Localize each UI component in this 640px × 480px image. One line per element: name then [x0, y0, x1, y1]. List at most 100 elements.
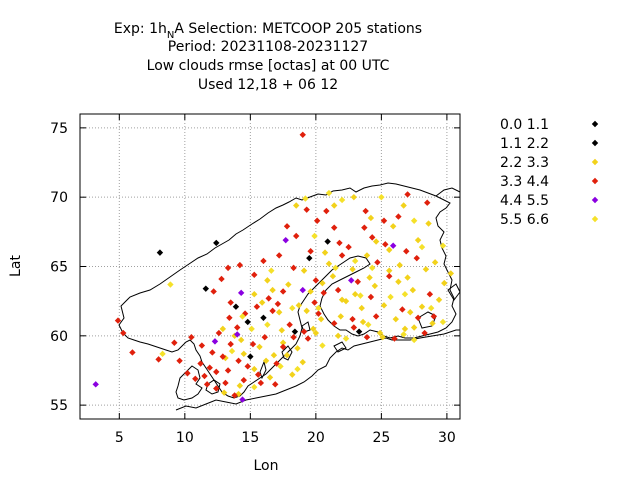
- station-point: [439, 318, 447, 326]
- x-tick-label: 15: [241, 430, 259, 446]
- station-point: [345, 243, 352, 251]
- station-point: [414, 236, 422, 244]
- station-point: [306, 254, 313, 262]
- station-point: [268, 267, 275, 274]
- station-point: [427, 304, 435, 312]
- station-point: [228, 347, 236, 355]
- station-point: [359, 318, 367, 326]
- station-point: [363, 252, 371, 259]
- y-tick-label: 55: [50, 398, 68, 414]
- station-point: [315, 304, 322, 312]
- station-point: [273, 360, 280, 367]
- station-point: [248, 325, 255, 333]
- station-point: [413, 254, 420, 262]
- station-point: [422, 266, 430, 273]
- station-point: [283, 223, 291, 230]
- station-points: [92, 131, 455, 403]
- station-point: [265, 295, 272, 302]
- station-point: [387, 293, 394, 301]
- station-point: [349, 266, 356, 273]
- coastline-map: [118, 182, 461, 411]
- station-point: [275, 309, 283, 316]
- station-point: [251, 271, 258, 279]
- station-point: [336, 239, 343, 247]
- x-axis-label: Lon: [254, 458, 279, 474]
- station-point: [331, 320, 338, 327]
- station-point: [350, 193, 358, 201]
- station-point: [240, 376, 247, 384]
- station-point: [209, 349, 216, 356]
- station-point: [213, 385, 220, 392]
- station-point: [441, 279, 448, 287]
- station-point: [294, 365, 301, 373]
- y-tick-label: 70: [50, 190, 68, 206]
- coastline-ladoga: [417, 311, 437, 329]
- station-point: [425, 220, 432, 227]
- station-point: [362, 207, 369, 215]
- station-point: [435, 296, 443, 303]
- station-point: [300, 328, 308, 335]
- station-point: [269, 307, 276, 315]
- station-point: [392, 315, 399, 323]
- station-point: [311, 299, 318, 306]
- station-point: [319, 342, 326, 349]
- station-point: [201, 372, 208, 380]
- station-point: [331, 224, 338, 231]
- station-point: [251, 291, 258, 298]
- station-point: [401, 325, 409, 333]
- station-point: [224, 264, 232, 272]
- station-point: [395, 278, 402, 285]
- y-axis-label: Lat: [8, 255, 24, 277]
- station-point: [302, 195, 309, 202]
- legend-marker: [591, 120, 599, 128]
- station-point: [410, 324, 418, 331]
- station-point: [290, 334, 297, 341]
- station-point: [299, 286, 306, 294]
- station-point: [325, 260, 333, 267]
- station-point: [253, 303, 261, 310]
- legend-marker: [591, 215, 599, 223]
- station-point: [404, 191, 411, 198]
- station-point: [203, 381, 211, 388]
- station-point: [282, 236, 289, 244]
- station-point: [312, 329, 320, 337]
- station-point: [244, 318, 251, 326]
- station-point: [295, 302, 303, 309]
- station-point: [439, 242, 447, 249]
- station-point: [257, 379, 265, 387]
- station-point: [386, 246, 393, 254]
- station-point: [299, 358, 306, 366]
- station-point: [409, 286, 417, 294]
- station-point: [380, 217, 388, 224]
- station-point: [334, 286, 342, 294]
- station-point: [210, 288, 217, 295]
- station-point: [320, 289, 327, 297]
- station-point: [319, 279, 326, 287]
- station-point: [334, 332, 342, 340]
- station-point: [235, 390, 242, 398]
- station-point: [222, 354, 229, 362]
- station-point: [249, 340, 257, 348]
- station-point: [329, 273, 337, 280]
- station-point: [239, 396, 246, 403]
- y-tick-label: 75: [50, 121, 68, 137]
- station-point: [407, 309, 414, 316]
- station-point: [424, 199, 431, 206]
- station-point: [389, 242, 397, 249]
- station-point: [395, 213, 402, 220]
- legend: 0.0 1.1 1.1 2.2 2.2 3.3 3.3 4.4 4.4 5.5 5.5 6…: [500, 117, 599, 228]
- station-point: [351, 291, 359, 298]
- station-point: [156, 249, 164, 256]
- station-point: [231, 392, 238, 399]
- station-point: [289, 304, 296, 312]
- station-point: [400, 202, 407, 209]
- legend-marker: [591, 177, 599, 185]
- station-point: [198, 342, 206, 349]
- station-point: [310, 325, 317, 333]
- station-point: [357, 292, 364, 299]
- station-point: [404, 274, 411, 281]
- legend-label: 0.0 1.1: [500, 117, 549, 133]
- station-point: [389, 223, 397, 230]
- station-point: [429, 320, 436, 327]
- station-point: [188, 334, 195, 341]
